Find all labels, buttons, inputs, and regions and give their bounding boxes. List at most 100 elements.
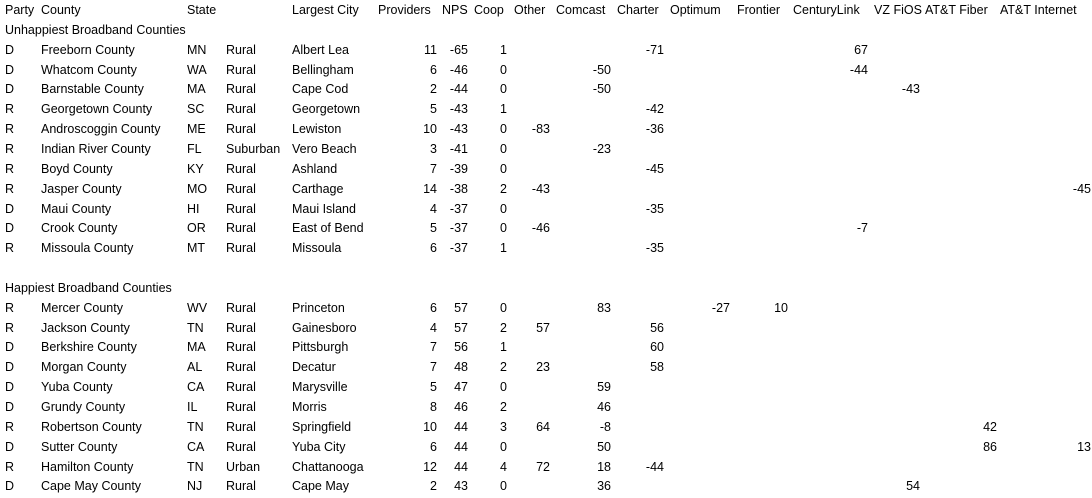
cell-state[interactable]: OR <box>187 221 206 236</box>
cell-city[interactable]: Springfield <box>292 419 352 434</box>
cell-providers[interactable]: 5 <box>430 380 437 395</box>
cell-nps[interactable]: -38 <box>449 181 468 196</box>
cell-city[interactable]: Morris <box>292 400 327 414</box>
cell-county[interactable]: Sutter County <box>41 439 118 454</box>
cell-party[interactable]: D <box>5 201 15 216</box>
cell-other[interactable]: 72 <box>536 459 550 474</box>
cell-charter[interactable]: -36 <box>645 122 664 137</box>
cell-nps[interactable]: 57 <box>454 300 468 315</box>
cell-county[interactable]: Grundy County <box>41 400 126 414</box>
cell-county[interactable]: Yuba County <box>41 380 113 395</box>
cell-party[interactable]: D <box>5 62 15 77</box>
cell-party[interactable]: R <box>5 459 15 474</box>
cell-type[interactable]: Rural <box>226 201 256 216</box>
cell-providers[interactable]: 6 <box>430 439 437 454</box>
cell-nps[interactable]: -39 <box>449 161 468 176</box>
cell-type[interactable]: Rural <box>226 419 256 434</box>
cell-state[interactable]: KY <box>187 161 204 176</box>
cell-centurylink[interactable]: -44 <box>849 62 868 77</box>
cell-attinternet[interactable]: 13 <box>1077 439 1091 454</box>
cell-type[interactable]: Rural <box>226 82 256 97</box>
cell-providers[interactable]: 3 <box>430 141 437 156</box>
cell-city[interactable]: Yuba City <box>292 439 346 454</box>
cell-state[interactable]: FL <box>187 141 202 156</box>
cell-providers[interactable]: 6 <box>430 300 437 315</box>
cell-city[interactable]: Missoula <box>292 241 342 256</box>
cell-state[interactable]: MA <box>187 82 206 97</box>
cell-state[interactable]: IL <box>187 400 198 414</box>
cell-coop[interactable]: 0 <box>500 201 507 216</box>
cell-providers[interactable]: 5 <box>430 221 437 236</box>
cell-city[interactable]: Cape Cod <box>292 82 349 97</box>
cell-party[interactable]: R <box>5 122 15 137</box>
header-attinternet[interactable]: AT&T Internet <box>1000 3 1077 17</box>
cell-city[interactable]: Cape May <box>292 479 349 494</box>
header-party[interactable]: Party <box>5 3 35 17</box>
cell-nps[interactable]: 47 <box>454 380 468 395</box>
cell-type[interactable]: Rural <box>226 320 256 335</box>
cell-type[interactable]: Rural <box>226 122 256 137</box>
cell-coop[interactable]: 0 <box>500 221 507 236</box>
cell-charter[interactable]: -71 <box>645 42 664 57</box>
cell-county[interactable]: Morgan County <box>41 360 127 375</box>
cell-county[interactable]: Mercer County <box>41 300 123 315</box>
cell-attfiber[interactable]: 86 <box>983 439 997 454</box>
cell-coop[interactable]: 0 <box>500 380 507 395</box>
cell-charter[interactable]: -45 <box>645 161 664 176</box>
cell-party[interactable]: R <box>5 141 15 156</box>
cell-providers[interactable]: 11 <box>424 42 437 57</box>
cell-state[interactable]: MO <box>187 181 208 196</box>
cell-providers[interactable]: 4 <box>430 201 437 216</box>
cell-attinternet[interactable]: -45 <box>1072 181 1091 196</box>
cell-city[interactable]: Albert Lea <box>292 42 349 57</box>
cell-state[interactable]: ME <box>187 122 206 137</box>
cell-type[interactable]: Rural <box>226 340 256 355</box>
cell-coop[interactable]: 4 <box>500 459 507 474</box>
cell-vzfios[interactable]: 54 <box>906 479 920 494</box>
cell-comcast[interactable]: 46 <box>597 400 611 414</box>
cell-party[interactable]: R <box>5 241 15 256</box>
cell-county[interactable]: Georgetown County <box>41 102 153 117</box>
cell-centurylink[interactable]: -7 <box>856 221 868 236</box>
cell-vzfios[interactable]: -43 <box>901 82 920 97</box>
header-frontier[interactable]: Frontier <box>737 3 781 17</box>
cell-nps[interactable]: 56 <box>454 340 468 355</box>
cell-county[interactable]: Jasper County <box>41 181 122 196</box>
cell-comcast[interactable]: 59 <box>597 380 611 395</box>
header-coop[interactable]: Coop <box>474 3 504 17</box>
cell-nps[interactable]: -41 <box>449 141 468 156</box>
cell-providers[interactable]: 2 <box>430 479 437 494</box>
cell-providers[interactable]: 7 <box>430 161 437 176</box>
cell-state[interactable]: SC <box>187 102 205 117</box>
cell-nps[interactable]: -43 <box>449 122 468 137</box>
cell-coop[interactable]: 0 <box>500 479 507 494</box>
cell-providers[interactable]: 7 <box>430 340 437 355</box>
cell-optimum[interactable]: -27 <box>711 300 730 315</box>
cell-other[interactable]: 57 <box>536 320 550 335</box>
cell-type[interactable]: Rural <box>226 42 256 57</box>
cell-comcast[interactable]: -50 <box>592 62 611 77</box>
cell-coop[interactable]: 2 <box>500 181 507 196</box>
cell-city[interactable]: Bellingham <box>292 62 354 77</box>
cell-party[interactable]: R <box>5 300 15 315</box>
cell-coop[interactable]: 0 <box>500 141 507 156</box>
cell-city[interactable]: Princeton <box>292 300 345 315</box>
cell-party[interactable]: R <box>5 161 15 176</box>
cell-county[interactable]: Berkshire County <box>41 340 137 355</box>
cell-type[interactable]: Rural <box>226 439 256 454</box>
cell-providers[interactable]: 10 <box>423 419 437 434</box>
cell-state[interactable]: MT <box>187 241 206 256</box>
cell-charter[interactable]: -35 <box>645 201 664 216</box>
cell-providers[interactable]: 10 <box>423 122 437 137</box>
cell-party[interactable]: D <box>5 479 15 494</box>
cell-party[interactable]: D <box>5 380 15 395</box>
cell-coop[interactable]: 1 <box>500 241 507 256</box>
cell-type[interactable]: Rural <box>226 161 256 176</box>
cell-city[interactable]: Chattanooga <box>292 459 364 474</box>
cell-type[interactable]: Rural <box>226 221 256 236</box>
cell-providers[interactable]: 4 <box>430 320 437 335</box>
cell-city[interactable]: Gainesboro <box>292 320 357 335</box>
cell-nps[interactable]: -43 <box>449 102 468 117</box>
cell-city[interactable]: East of Bend <box>292 221 364 236</box>
cell-type[interactable]: Rural <box>226 380 256 395</box>
